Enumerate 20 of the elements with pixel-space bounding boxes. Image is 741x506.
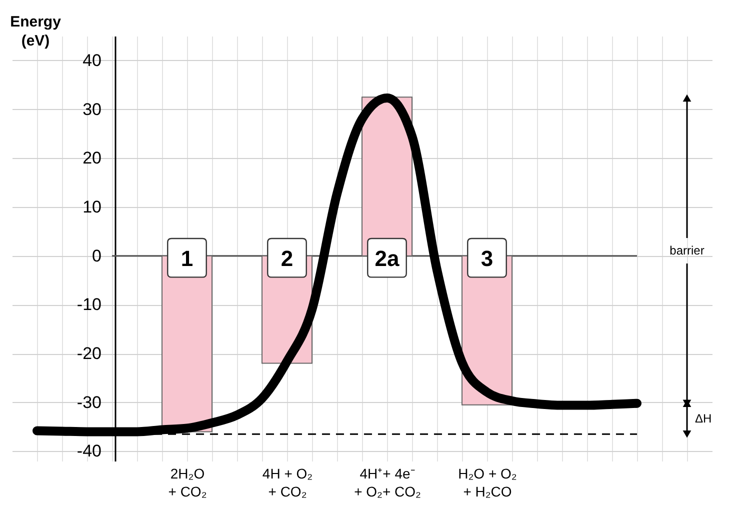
x-tick-label: 4H⁺+ 4e⁻ + O₂+ CO₂ xyxy=(354,466,421,500)
y-tick-label: -30 xyxy=(76,392,102,412)
x-tick-label: 2H₂O + CO₂ xyxy=(168,466,207,500)
annotation: 3 xyxy=(480,246,494,271)
y-tick-label: 20 xyxy=(82,148,102,168)
y-tick-label: -10 xyxy=(76,295,102,314)
y-tick-label: -40 xyxy=(76,442,102,461)
annotation: 2 xyxy=(280,246,294,271)
annotation: 2a xyxy=(374,246,400,271)
y-tick-label: 0 xyxy=(92,246,102,266)
y-tick-label: 30 xyxy=(82,100,102,119)
annotation: ΔH xyxy=(695,412,712,426)
annotation: 1 xyxy=(180,246,194,271)
y-tick-label: 10 xyxy=(82,197,102,216)
x-tick-label: 4H + O₂ + CO₂ xyxy=(262,466,313,500)
x-tick-label: H₂O + O₂ + H₂CO xyxy=(458,466,517,500)
y-tick-label: -20 xyxy=(76,344,102,364)
annotation: barrier xyxy=(670,244,704,258)
y-axis-title: Energy (eV) xyxy=(10,14,62,50)
y-tick-label: 40 xyxy=(82,50,102,70)
